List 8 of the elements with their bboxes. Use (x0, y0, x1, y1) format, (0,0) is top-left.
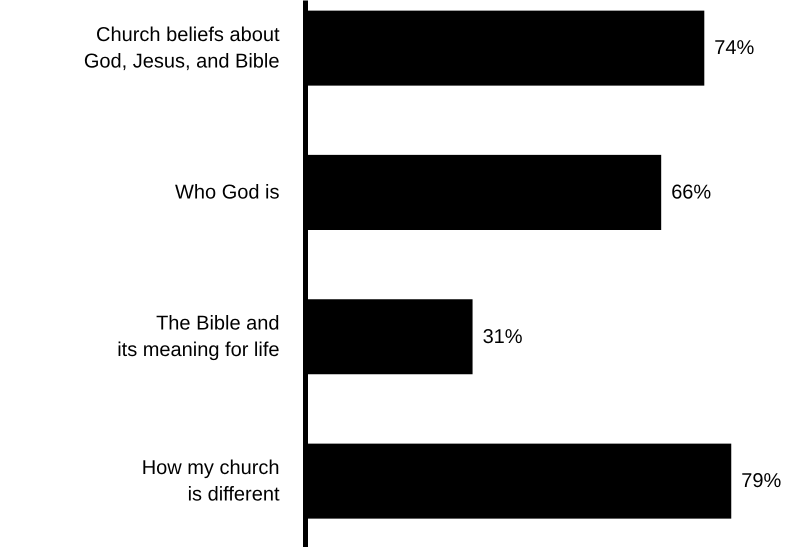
y-tick-label: Church beliefs about God, Jesus, and Bible (84, 24, 280, 72)
data-label: 74% (714, 37, 755, 60)
data-label: 66% (671, 181, 712, 204)
y-tick-label: Who God is (175, 181, 280, 204)
y-tick-label: How my church is different (142, 456, 280, 506)
data-label: 31% (482, 326, 523, 348)
data-label: 79% (741, 470, 782, 492)
y-tick-label: The Bible and its meaning for life (117, 312, 280, 361)
